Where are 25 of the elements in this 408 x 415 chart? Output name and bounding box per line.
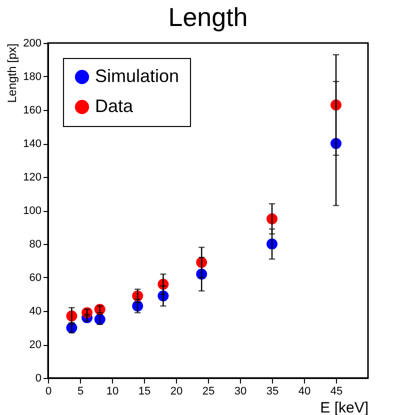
y-tick-label: 80 <box>29 238 42 250</box>
y-axis-title: Length [px] <box>5 44 20 103</box>
legend-label: Simulation <box>95 66 180 86</box>
y-tick-label: 160 <box>23 104 42 116</box>
y-tick-label: 40 <box>29 306 42 318</box>
x-tick-label: 45 <box>330 386 343 398</box>
y-tick-label: 20 <box>29 339 42 351</box>
y-tick-label: 140 <box>23 138 42 150</box>
y-tick-label: 0 <box>35 372 42 384</box>
x-tick-label: 25 <box>202 386 215 398</box>
y-tick-label: 60 <box>29 272 42 284</box>
y-tick-label: 120 <box>23 172 42 184</box>
x-tick-label: 5 <box>77 386 84 398</box>
x-tick-label: 20 <box>170 386 183 398</box>
x-tick-label: 40 <box>298 386 311 398</box>
y-tick-label: 100 <box>23 205 42 217</box>
y-tick-label: 200 <box>23 38 42 50</box>
x-tick-label: 0 <box>45 386 52 398</box>
x-tick-label: 10 <box>106 386 119 398</box>
x-tick-label: 35 <box>266 386 279 398</box>
x-tick-label: 15 <box>138 386 151 398</box>
legend-label: Data <box>95 96 134 116</box>
x-tick-label: 30 <box>234 386 247 398</box>
y-tick-label: 180 <box>23 71 42 83</box>
chart-title: Length <box>168 2 248 32</box>
